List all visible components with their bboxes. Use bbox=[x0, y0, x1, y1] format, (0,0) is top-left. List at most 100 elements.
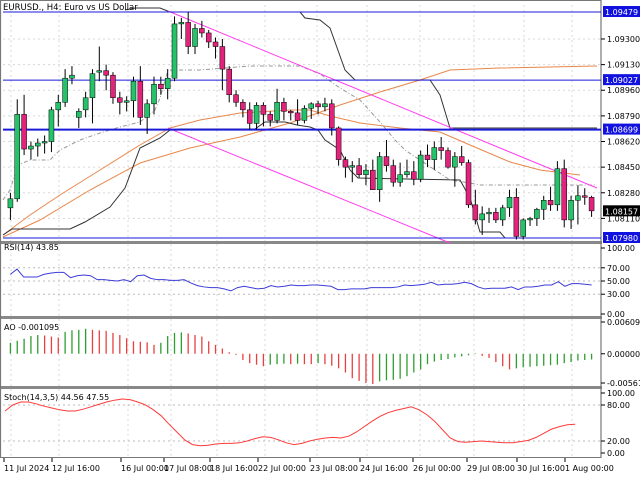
candle[interactable] bbox=[253, 102, 260, 130]
candle[interactable] bbox=[158, 76, 164, 95]
candle[interactable] bbox=[246, 102, 253, 130]
candle[interactable] bbox=[513, 188, 520, 240]
candle[interactable] bbox=[171, 16, 178, 82]
candle[interactable] bbox=[48, 106, 55, 153]
candle[interactable] bbox=[465, 159, 472, 208]
candle[interactable] bbox=[479, 206, 485, 235]
candle[interactable] bbox=[96, 46, 103, 82]
bear-candle-body bbox=[226, 68, 232, 96]
candle[interactable] bbox=[35, 138, 41, 157]
candle[interactable] bbox=[424, 144, 431, 168]
candle[interactable] bbox=[267, 111, 273, 127]
candle[interactable] bbox=[561, 159, 567, 228]
candle[interactable] bbox=[376, 152, 383, 202]
time-label: 18 Jul 16:00 bbox=[210, 464, 258, 473]
candle[interactable] bbox=[294, 99, 301, 125]
main-price-panel[interactable] bbox=[2, 7, 601, 244]
candle[interactable] bbox=[226, 66, 232, 103]
candle[interactable] bbox=[363, 164, 369, 186]
candle[interactable] bbox=[438, 136, 444, 160]
candle[interactable] bbox=[520, 218, 526, 240]
panel-divider[interactable] bbox=[0, 386, 602, 389]
candle[interactable] bbox=[130, 76, 137, 118]
candle[interactable] bbox=[137, 66, 144, 125]
candle[interactable] bbox=[123, 96, 130, 112]
candle[interactable] bbox=[493, 207, 499, 223]
candle[interactable] bbox=[89, 69, 96, 124]
candle[interactable] bbox=[356, 158, 362, 178]
candle[interactable] bbox=[144, 99, 150, 134]
panel-divider[interactable] bbox=[0, 316, 602, 319]
candle[interactable] bbox=[185, 11, 191, 55]
candle[interactable] bbox=[301, 105, 308, 124]
time-label: 26 Jul 00:00 bbox=[413, 464, 461, 473]
candle[interactable] bbox=[205, 29, 212, 49]
candle[interactable] bbox=[55, 94, 62, 127]
candle[interactable] bbox=[499, 204, 506, 226]
candle[interactable] bbox=[260, 102, 267, 127]
candle[interactable] bbox=[335, 126, 342, 166]
candle[interactable] bbox=[7, 192, 14, 220]
candle[interactable] bbox=[554, 161, 561, 211]
candle[interactable] bbox=[527, 216, 533, 226]
candle[interactable] bbox=[568, 195, 574, 229]
candle[interactable] bbox=[110, 72, 116, 104]
candle[interactable] bbox=[486, 207, 492, 223]
candle[interactable] bbox=[219, 38, 226, 91]
candle[interactable] bbox=[547, 186, 554, 211]
candle[interactable] bbox=[41, 135, 48, 154]
rsi-panel[interactable] bbox=[10, 268, 592, 292]
candle[interactable] bbox=[164, 69, 171, 100]
candle[interactable] bbox=[404, 159, 410, 178]
candle[interactable] bbox=[21, 94, 27, 156]
candle[interactable] bbox=[76, 108, 82, 128]
ao-panel[interactable] bbox=[9, 328, 593, 384]
candle[interactable] bbox=[233, 90, 239, 107]
stoch-panel[interactable] bbox=[4, 398, 576, 447]
candle[interactable] bbox=[69, 66, 75, 85]
panel-divider[interactable] bbox=[0, 241, 602, 244]
candle[interactable] bbox=[575, 185, 581, 225]
candle[interactable] bbox=[534, 207, 540, 226]
candle[interactable] bbox=[417, 150, 424, 183]
candle[interactable] bbox=[349, 161, 356, 183]
candle[interactable] bbox=[62, 69, 68, 107]
candle[interactable] bbox=[199, 20, 205, 38]
candle[interactable] bbox=[117, 91, 123, 115]
candle[interactable] bbox=[274, 88, 280, 124]
candle[interactable] bbox=[472, 189, 479, 225]
candle[interactable] bbox=[581, 188, 588, 205]
candle[interactable] bbox=[14, 99, 21, 202]
candle[interactable] bbox=[28, 141, 34, 160]
candle[interactable] bbox=[342, 156, 349, 178]
candle[interactable] bbox=[445, 147, 451, 169]
candle[interactable] bbox=[383, 140, 390, 172]
candle[interactable] bbox=[506, 189, 513, 217]
candle[interactable] bbox=[287, 109, 294, 121]
candle[interactable] bbox=[390, 159, 397, 187]
bear-candle-body bbox=[424, 154, 431, 160]
candle[interactable] bbox=[103, 64, 109, 91]
candle[interactable] bbox=[240, 99, 246, 118]
candle[interactable] bbox=[308, 102, 315, 119]
candle[interactable] bbox=[397, 162, 403, 187]
candle[interactable] bbox=[540, 195, 547, 220]
candle[interactable] bbox=[458, 146, 465, 166]
candle[interactable] bbox=[82, 91, 89, 118]
candle[interactable] bbox=[151, 76, 157, 115]
candle[interactable] bbox=[281, 97, 287, 121]
candle[interactable] bbox=[370, 159, 376, 191]
time-label: 22 Jul 00:00 bbox=[258, 464, 306, 473]
candle[interactable] bbox=[212, 37, 219, 59]
candle[interactable] bbox=[315, 100, 321, 115]
candle[interactable] bbox=[178, 17, 185, 39]
bull-candle-body bbox=[151, 83, 157, 105]
candle[interactable] bbox=[329, 99, 335, 136]
candle[interactable] bbox=[452, 152, 458, 187]
candle[interactable] bbox=[411, 161, 417, 186]
candle[interactable] bbox=[588, 195, 595, 217]
candle[interactable] bbox=[431, 141, 438, 171]
candle[interactable] bbox=[322, 97, 328, 112]
candle[interactable] bbox=[192, 23, 198, 55]
